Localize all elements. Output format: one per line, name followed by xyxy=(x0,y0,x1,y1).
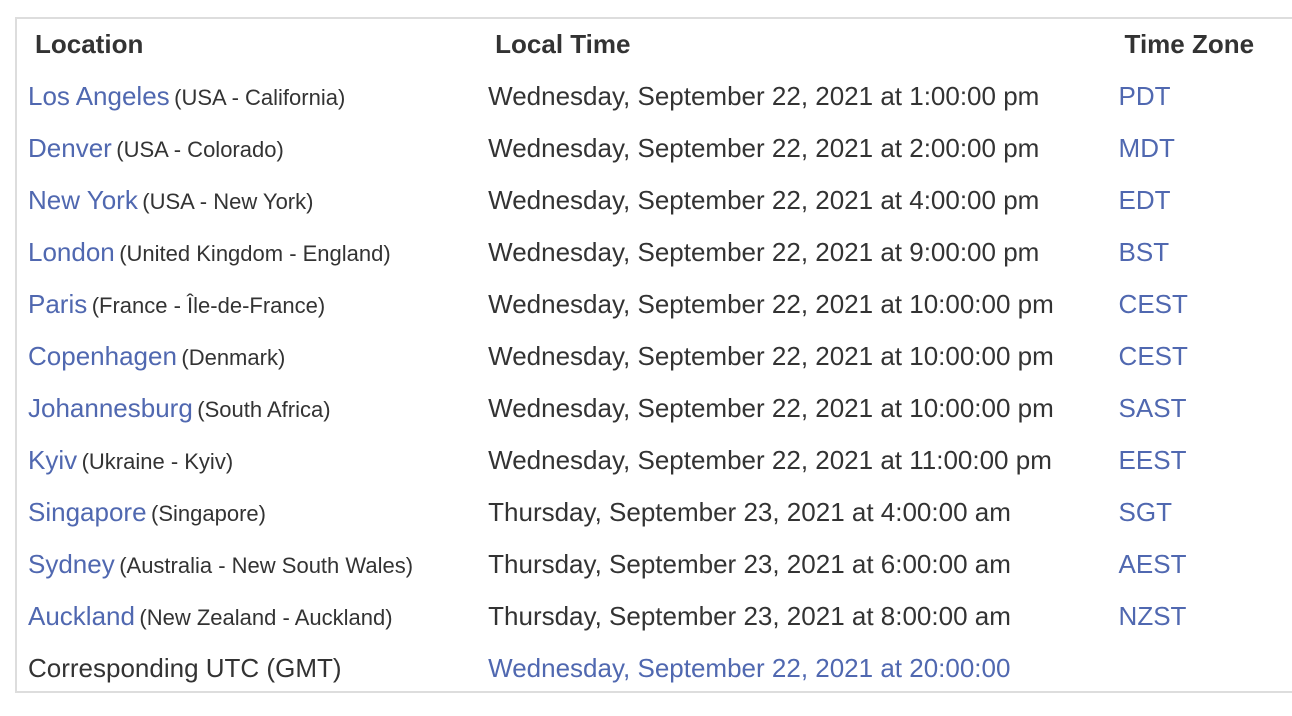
local-time: Wednesday, September 22, 2021 at 10:00:0… xyxy=(488,340,1054,371)
table-row: London (United Kingdom - England) Wednes… xyxy=(15,226,1292,278)
region-text: (France - Île-de-France) xyxy=(91,292,326,318)
time-zone-link[interactable]: BST xyxy=(1118,236,1170,267)
region-text: (Denmark) xyxy=(181,344,286,370)
city-link[interactable]: Los Angeles xyxy=(28,80,170,111)
time-zone-link[interactable]: CEST xyxy=(1118,340,1188,371)
local-time: Thursday, September 23, 2021 at 4:00:00 … xyxy=(488,496,1011,527)
city-link[interactable]: Denver xyxy=(28,132,112,163)
region-text: (United Kingdom - England) xyxy=(119,240,391,266)
time-zone-link[interactable]: AEST xyxy=(1118,548,1187,579)
region-text: (USA - New York) xyxy=(142,188,314,214)
local-time: Wednesday, September 22, 2021 at 11:00:0… xyxy=(488,444,1052,475)
utc-label: Corresponding UTC (GMT) xyxy=(28,652,342,683)
table-row: Kyiv (Ukraine - Kyiv) Wednesday, Septemb… xyxy=(15,434,1292,486)
header-row: Location Local Time Time Zone xyxy=(15,18,1292,70)
local-time: Wednesday, September 22, 2021 at 10:00:0… xyxy=(488,288,1054,319)
city-link[interactable]: Copenhagen xyxy=(28,340,177,371)
local-time: Wednesday, September 22, 2021 at 9:00:00… xyxy=(488,236,1040,267)
table-row: Los Angeles (USA - California) Wednesday… xyxy=(15,70,1292,122)
table-row: Denver (USA - Colorado) Wednesday, Septe… xyxy=(15,122,1292,174)
table-row: Johannesburg (South Africa) Wednesday, S… xyxy=(15,382,1292,434)
time-zone-link[interactable]: SGT xyxy=(1118,496,1172,527)
local-time: Thursday, September 23, 2021 at 8:00:00 … xyxy=(488,600,1011,631)
table-row: Auckland (New Zealand - Auckland) Thursd… xyxy=(15,590,1292,642)
time-zone-link[interactable]: EDT xyxy=(1118,184,1171,215)
time-zone-link[interactable]: NZST xyxy=(1118,600,1187,631)
city-link[interactable]: New York xyxy=(28,184,138,215)
table-row: Singapore (Singapore) Thursday, Septembe… xyxy=(15,486,1292,538)
local-time: Wednesday, September 22, 2021 at 10:00:0… xyxy=(488,392,1054,423)
time-zone-link[interactable]: CEST xyxy=(1118,288,1188,319)
city-link[interactable]: London xyxy=(28,236,115,267)
region-text: (Ukraine - Kyiv) xyxy=(81,448,234,474)
local-time: Thursday, September 23, 2021 at 6:00:00 … xyxy=(488,548,1011,579)
city-link[interactable]: Kyiv xyxy=(28,444,78,475)
local-time: Wednesday, September 22, 2021 at 1:00:00… xyxy=(488,80,1040,111)
time-zone-link[interactable]: PDT xyxy=(1118,80,1171,111)
header-location: Location xyxy=(35,28,144,59)
city-link[interactable]: Sydney xyxy=(28,548,115,579)
utc-row: Corresponding UTC (GMT) Wednesday, Septe… xyxy=(15,642,1292,694)
table-row: Copenhagen (Denmark) Wednesday, Septembe… xyxy=(15,330,1292,382)
header-time-zone: Time Zone xyxy=(1124,28,1255,59)
time-zone-table: Location Local Time Time Zone Los Angele… xyxy=(15,18,1292,694)
local-time: Wednesday, September 22, 2021 at 4:00:00… xyxy=(488,184,1040,215)
region-text: (Australia - New South Wales) xyxy=(119,552,414,578)
utc-time-link[interactable]: Wednesday, September 22, 2021 at 20:00:0… xyxy=(488,652,1011,683)
region-text: (USA - Colorado) xyxy=(116,136,284,162)
table-row: New York (USA - New York) Wednesday, Sep… xyxy=(15,174,1292,226)
city-link[interactable]: Paris xyxy=(28,288,88,319)
header-local-time: Local Time xyxy=(495,28,631,59)
table-row: Sydney (Australia - New South Wales) Thu… xyxy=(15,538,1292,590)
time-zone-link[interactable]: SAST xyxy=(1118,392,1187,423)
table-border xyxy=(15,17,1292,693)
region-text: (New Zealand - Auckland) xyxy=(139,604,393,630)
region-text: (Singapore) xyxy=(151,500,266,526)
city-link[interactable]: Singapore xyxy=(28,496,147,527)
local-time: Wednesday, September 22, 2021 at 2:00:00… xyxy=(488,132,1040,163)
city-link[interactable]: Auckland xyxy=(28,600,135,631)
table-row: Paris (France - Île-de-France) Wednesday… xyxy=(15,278,1292,330)
region-text: (USA - California) xyxy=(174,84,346,110)
city-link[interactable]: Johannesburg xyxy=(28,392,193,423)
region-text: (South Africa) xyxy=(197,396,331,422)
time-zone-link[interactable]: MDT xyxy=(1118,132,1175,163)
time-zone-link[interactable]: EEST xyxy=(1118,444,1187,475)
